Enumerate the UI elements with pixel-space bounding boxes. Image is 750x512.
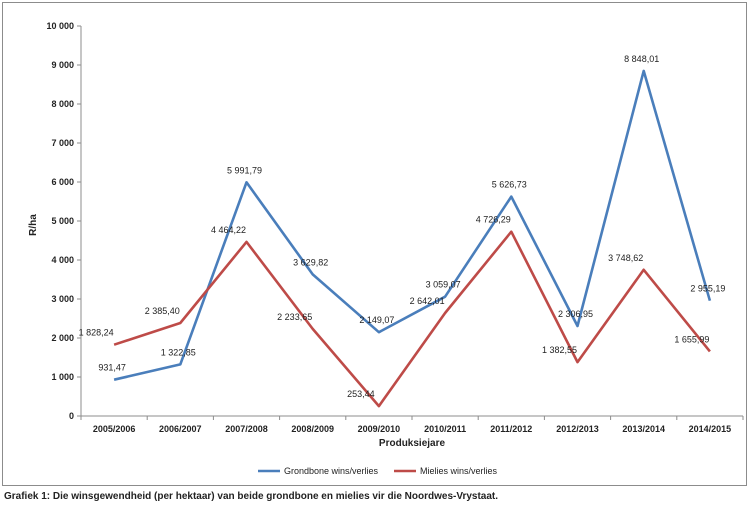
data-label: 2 233,65 [277, 312, 312, 322]
x-tick-label: 2005/2006 [93, 424, 136, 434]
x-tick-label: 2008/2009 [291, 424, 334, 434]
data-label: 8 848,01 [624, 54, 659, 64]
y-tick-label: 7 000 [51, 138, 74, 148]
y-tick-label: 1 000 [51, 372, 74, 382]
y-tick-label: 3 000 [51, 294, 74, 304]
data-label: 2 385,40 [145, 306, 180, 316]
data-label: 5 991,79 [227, 165, 262, 175]
x-tick-label: 2011/2012 [490, 424, 532, 434]
data-label: 2 149,07 [359, 315, 394, 325]
x-tick-label: 2009/2010 [358, 424, 401, 434]
x-tick-label: 2013/2014 [622, 424, 665, 434]
y-axis-title: R/ha [28, 214, 39, 236]
data-label: 3 059,07 [426, 280, 461, 290]
y-tick-label: 4 000 [51, 255, 74, 265]
data-label: 1 322,85 [161, 347, 196, 357]
data-label: 1 655,99 [674, 334, 709, 344]
y-tick-label: 5 000 [51, 216, 74, 226]
data-label: 1 828,24 [79, 328, 114, 338]
data-label: 931,47 [98, 363, 126, 373]
legend-label: Mielies wins/verlies [420, 466, 498, 476]
legend-label: Grondbone wins/verlies [284, 466, 379, 476]
y-tick-label: 6 000 [51, 177, 74, 187]
y-tick-label: 9 000 [51, 60, 74, 70]
legend: Grondbone wins/verlies Mielies wins/verli… [258, 466, 498, 476]
series-line-2 [113, 230, 711, 408]
line-chart: 0 1 000 2 000 3 000 4 000 5 000 6 000 7 000 8 00… [28, 21, 744, 476]
x-tick-label: 2012/2013 [556, 424, 599, 434]
data-label: 2 642,01 [410, 296, 445, 306]
data-label: 3 629,82 [293, 257, 328, 267]
data-label: 4 726,29 [476, 215, 511, 225]
chart-frame: 0 1 000 2 000 3 000 4 000 5 000 6 000 7 000 8 00… [2, 2, 747, 486]
data-label: 4 464,22 [211, 225, 246, 235]
x-tick-label: 2010/2011 [424, 424, 466, 434]
data-label: 3 748,62 [608, 253, 643, 263]
data-label: 1 382,55 [542, 345, 577, 355]
x-axis-title: Produksiejare [379, 438, 446, 449]
x-tick-label: 2006/2007 [159, 424, 202, 434]
y-tick-label: 2 000 [51, 333, 74, 343]
data-label: 5 626,73 [492, 180, 527, 190]
figure-caption: Grafiek 1: Die winsgewendheid (per hekta… [4, 491, 499, 502]
data-label: 2 306,95 [558, 309, 593, 319]
y-tick-label: 10 000 [46, 21, 74, 31]
x-tick-label: 2007/2008 [225, 424, 268, 434]
data-label: 253,44 [347, 389, 375, 399]
data-label: 2 955,19 [690, 284, 725, 294]
y-tick-label: 8 000 [51, 99, 74, 109]
x-tick-label: 2014/2015 [689, 424, 732, 434]
y-tick-label: 0 [69, 411, 74, 421]
series-line-1 [113, 69, 712, 381]
